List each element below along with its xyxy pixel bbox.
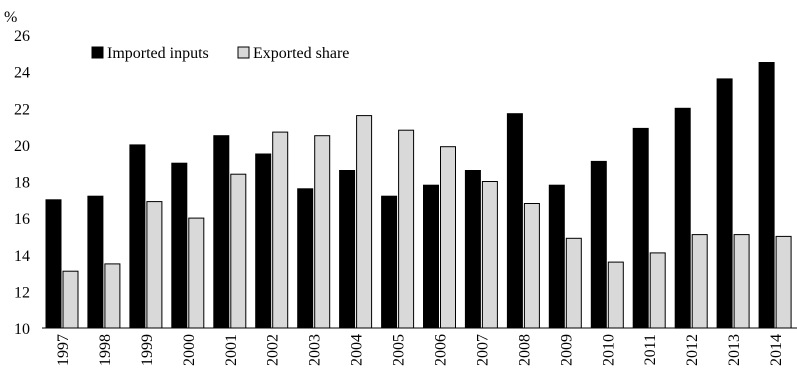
legend-swatch-exported-share bbox=[237, 46, 250, 59]
y-tick-label: 22 bbox=[14, 101, 30, 118]
x-tick-label: 2010 bbox=[600, 334, 617, 366]
bar-imported-inputs-2011 bbox=[632, 127, 649, 329]
bar-imported-inputs-2003 bbox=[297, 188, 314, 329]
bar-exported-share-2010 bbox=[607, 261, 624, 329]
y-tick-label: 12 bbox=[14, 284, 30, 301]
bar-exported-share-2005 bbox=[398, 129, 415, 329]
bar-exported-share-2011 bbox=[649, 252, 666, 329]
bar-exported-share-2012 bbox=[691, 234, 708, 329]
bar-exported-share-2007 bbox=[481, 181, 498, 329]
x-tick-label: 2008 bbox=[516, 334, 533, 366]
x-tick-label: 2005 bbox=[391, 334, 408, 366]
bar-exported-share-1998 bbox=[104, 263, 121, 329]
bar-exported-share-2001 bbox=[230, 173, 247, 329]
bar-imported-inputs-2001 bbox=[213, 135, 230, 329]
bar-imported-inputs-2005 bbox=[381, 195, 398, 329]
bar-exported-share-2009 bbox=[565, 237, 582, 329]
x-tick-label: 1999 bbox=[139, 334, 156, 366]
bar-imported-inputs-1998 bbox=[87, 195, 104, 329]
x-tick-label: 1998 bbox=[97, 334, 114, 366]
x-tick-label: 2002 bbox=[265, 334, 282, 366]
legend-swatch-imported-inputs bbox=[91, 46, 104, 59]
bar-exported-share-1999 bbox=[146, 201, 163, 329]
bar-exported-share-2000 bbox=[188, 217, 205, 329]
bar-exported-share-2008 bbox=[523, 203, 540, 329]
x-tick-label: 2004 bbox=[349, 334, 366, 366]
x-tick-label: 2007 bbox=[474, 334, 491, 366]
y-tick-label: 20 bbox=[14, 138, 30, 155]
bar-imported-inputs-2014 bbox=[758, 62, 775, 329]
y-tick-label: 26 bbox=[14, 28, 30, 45]
y-tick-label: 24 bbox=[14, 65, 30, 82]
y-axis-unit-label: % bbox=[4, 9, 17, 26]
bar-exported-share-2004 bbox=[356, 115, 373, 329]
bar-exported-share-2013 bbox=[733, 234, 750, 329]
y-tick-label: 18 bbox=[14, 175, 30, 192]
bar-exported-share-2014 bbox=[775, 235, 792, 329]
bar-exported-share-1997 bbox=[62, 270, 79, 329]
bar-imported-inputs-2012 bbox=[674, 107, 691, 329]
x-tick-label: 2012 bbox=[684, 334, 701, 366]
bar-exported-share-2003 bbox=[314, 135, 331, 329]
x-tick-label: 1997 bbox=[55, 334, 72, 366]
y-tick-label: 16 bbox=[14, 211, 30, 228]
x-tick-label: 2000 bbox=[181, 334, 198, 366]
bar-exported-share-2006 bbox=[440, 146, 456, 329]
bar-imported-inputs-2009 bbox=[548, 184, 565, 329]
x-tick-label: 2013 bbox=[726, 334, 743, 366]
x-tick-label: 2001 bbox=[223, 334, 240, 366]
y-tick-label: 10 bbox=[14, 321, 30, 338]
legend: Imported inputs Exported share bbox=[91, 45, 349, 62]
bar-imported-inputs-2000 bbox=[171, 162, 188, 329]
bar-imported-inputs-2010 bbox=[590, 160, 607, 329]
bar-imported-inputs-2004 bbox=[339, 170, 356, 329]
legend-label-exported-share: Exported share bbox=[253, 45, 349, 62]
bar-imported-inputs-2007 bbox=[464, 170, 481, 329]
x-tick-label: 2014 bbox=[768, 334, 785, 366]
x-axis-ticks: 1997 1998 1999 2000 2001 2002 2003 2004 2005 2006… bbox=[55, 334, 785, 366]
bar-imported-inputs-2002 bbox=[255, 153, 272, 329]
x-tick-label: 2006 bbox=[433, 334, 450, 366]
bar-imported-inputs-1999 bbox=[129, 144, 146, 329]
bar-imported-inputs-1997 bbox=[45, 199, 62, 329]
bar-imported-inputs-2006 bbox=[423, 184, 439, 329]
x-tick-label: 2009 bbox=[558, 334, 575, 366]
bars-group bbox=[45, 62, 792, 329]
bar-imported-inputs-2013 bbox=[716, 78, 733, 329]
y-axis-ticks: 10 12 14 16 18 20 22 24 26 bbox=[14, 28, 30, 338]
legend-label-imported-inputs: Imported inputs bbox=[107, 45, 209, 62]
y-tick-label: 14 bbox=[14, 248, 30, 265]
x-tick-label: 2003 bbox=[307, 334, 324, 366]
x-tick-label: 2011 bbox=[642, 334, 659, 365]
bar-imported-inputs-2008 bbox=[506, 113, 523, 329]
bar-exported-share-2002 bbox=[272, 131, 289, 329]
